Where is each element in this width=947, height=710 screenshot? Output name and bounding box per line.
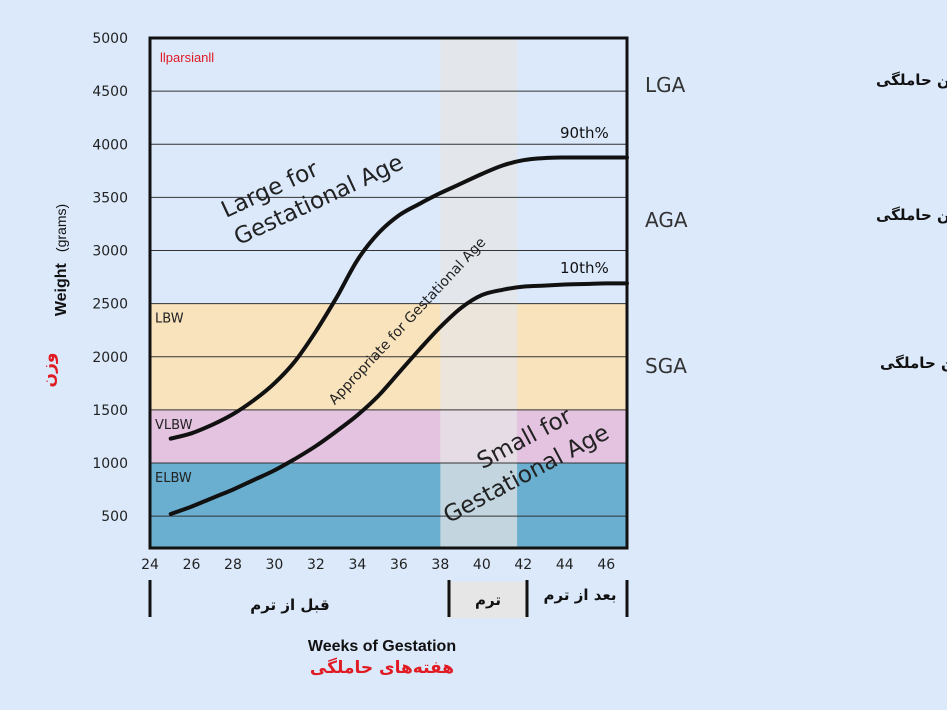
x-axis-label-fa: هفته‌های حاملگی: [310, 657, 454, 678]
x-tick-labels: 24 26 28 30 32 34 36 38 40 42 44 46: [141, 557, 615, 573]
y-tick-label: 2000: [92, 350, 128, 366]
y-tick-label: 4000: [92, 137, 128, 153]
series-line-90th: [168, 155, 629, 441]
y-tick-label: 1500: [92, 403, 128, 419]
term-period-bg: [447, 582, 527, 618]
plot-frame: [148, 36, 629, 550]
x-tick-label: 44: [556, 557, 574, 573]
x-tick-label: 36: [390, 557, 408, 573]
lga-fa-label: بزرگتر از سن حاملگی: [876, 71, 947, 89]
band-label-lbw: LBW: [155, 312, 184, 327]
series-group: [168, 155, 629, 516]
series-label-90th: 90th%: [560, 124, 609, 142]
y-tick-label: 1000: [92, 456, 128, 472]
period-postterm: بعد از ترم: [544, 586, 617, 604]
y-tick-label: 3000: [92, 244, 128, 260]
sga-abbr: SGA: [645, 354, 687, 378]
y-axis-unit: (grams): [53, 204, 69, 252]
y-tick-labels: 500 1000 1500 2000 2500 3000 3500 4000 4500 5000: [92, 31, 128, 525]
x-tick-label: 40: [473, 557, 491, 573]
band-labels: ELBW VLBW LBW: [155, 312, 193, 486]
aga-abbr: AGA: [645, 208, 688, 232]
y-axis-label: Weight: [53, 262, 70, 316]
x-tick-label: 26: [183, 557, 201, 573]
x-tick-label: 24: [141, 557, 159, 573]
y-axis-title-fa: وزن: [39, 353, 59, 388]
y-tick-label: 3500: [92, 190, 128, 206]
y-axis-label-fa: وزن: [39, 353, 59, 388]
x-tick-label: 30: [266, 557, 284, 573]
band-vlbw: [150, 409, 627, 463]
y-tick-label: 4500: [92, 84, 128, 100]
x-tick-label: 32: [307, 557, 325, 573]
x-tick-label: 42: [514, 557, 532, 573]
x-tick-label: 38: [431, 557, 449, 573]
band-label-elbw: ELBW: [155, 471, 192, 486]
aga-fa-label: نزدیک به سن حاملگی: [876, 206, 947, 224]
y-axis-title: Weight (grams): [51, 204, 70, 316]
sga-fa-label: کوچکتر از سن حاملگی: [880, 354, 947, 373]
watermark: llparsianll: [160, 50, 214, 65]
lga-abbr: LGA: [645, 73, 686, 97]
period-brackets: قبل از ترم ترم بعد از ترم: [148, 580, 629, 618]
y-tick-label: 500: [101, 509, 128, 525]
weight-bands: [150, 303, 627, 548]
y-tick-label: 2500: [92, 297, 128, 313]
band-label-vlbw: VLBW: [155, 418, 193, 433]
series-label-10th: 10th%: [560, 259, 609, 277]
series-line-10th: [168, 281, 629, 516]
svg-text:Weight (grams): Weight (grams): [51, 204, 70, 316]
x-axis-label: Weeks of Gestation: [308, 638, 456, 655]
y-tick-label: 5000: [92, 31, 128, 47]
band-elbw: [150, 463, 627, 548]
x-tick-label: 34: [348, 557, 366, 573]
period-preterm: قبل از ترم: [250, 596, 330, 614]
x-tick-label: 46: [597, 557, 615, 573]
x-tick-label: 28: [224, 557, 242, 573]
period-term: ترم: [475, 591, 501, 609]
